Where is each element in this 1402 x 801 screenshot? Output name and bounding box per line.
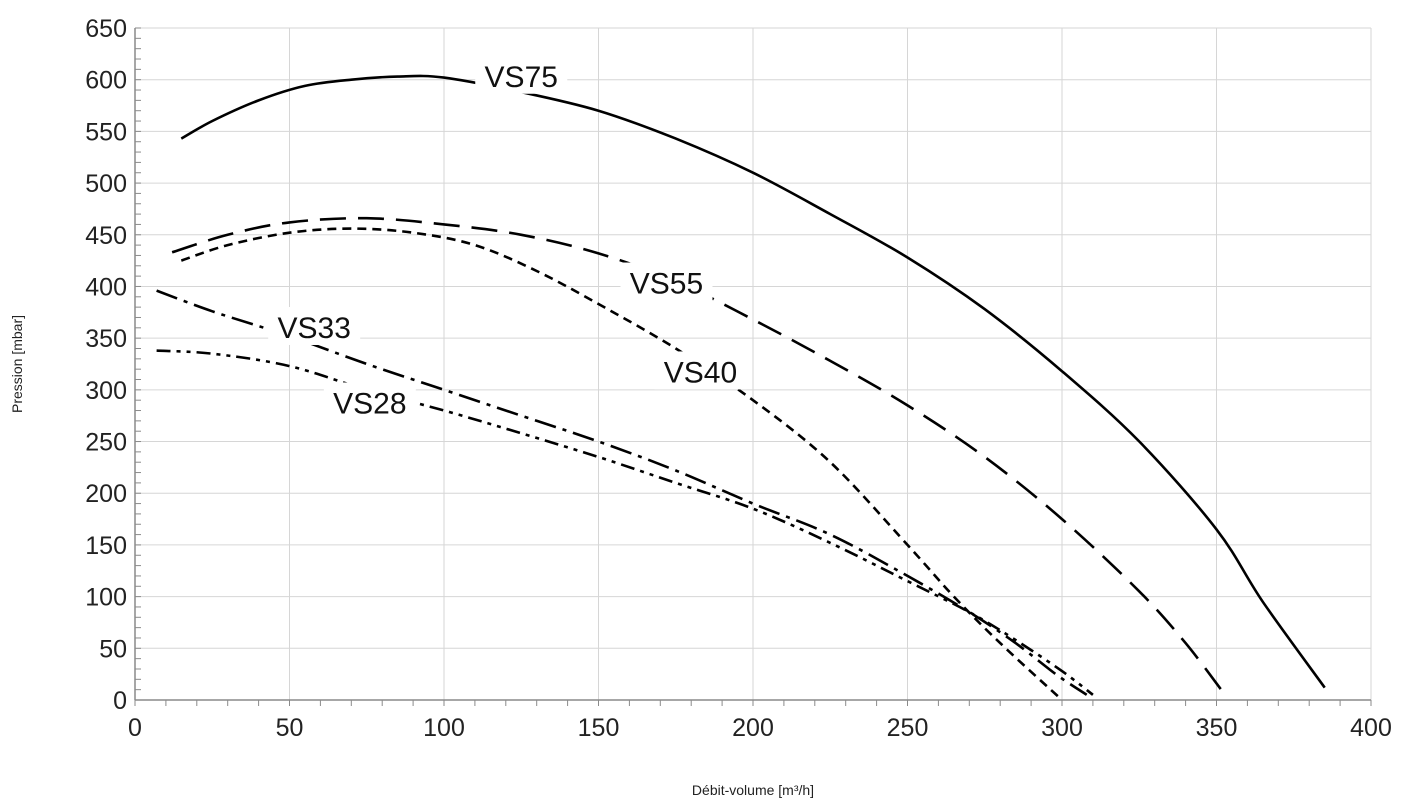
series-vs33-curve [156, 289, 1088, 696]
y-tick-label: 150 [85, 532, 127, 560]
series-vs75-label-bg [475, 55, 568, 94]
series-vs28-label-bg [323, 382, 416, 421]
series-vs40-curve [180, 227, 1063, 701]
y-tick-label: 250 [85, 429, 127, 457]
series-curves [156, 74, 1326, 701]
y-tick-label: 450 [85, 222, 127, 250]
y-tick-label: 350 [85, 325, 127, 353]
y-tick-label: 400 [85, 273, 127, 301]
y-tick-label: 500 [85, 170, 127, 198]
series-vs28-label: VS28 [333, 387, 406, 420]
minor-tick-marks [134, 27, 1372, 706]
series-vs55-label: VS55 [630, 268, 703, 301]
series-vs55-label-bg [620, 262, 713, 301]
y-tick-labels: 0 50 100 150 200 250 300 350 400 450 500 550 600 650 [85, 15, 127, 715]
x-tick-label: 200 [732, 714, 774, 742]
y-tick-label: 100 [85, 584, 127, 612]
series-vs75-label: VS75 [485, 61, 558, 94]
y-tick-label: 0 [113, 687, 127, 715]
y-tick-label: 600 [85, 67, 127, 95]
series-vs40-label: VS40 [664, 356, 737, 389]
series-vs33-label: VS33 [278, 312, 351, 345]
y-tick-label: 300 [85, 377, 127, 405]
x-tick-label: 350 [1196, 714, 1238, 742]
series-vs55-curve [171, 216, 1224, 693]
x-tick-label: 250 [887, 714, 929, 742]
y-tick-label: 50 [99, 635, 127, 663]
series-vs33-label-bg [268, 306, 361, 345]
series-vs40-label-bg [654, 351, 747, 390]
x-tick-label: 100 [423, 714, 465, 742]
gridlines [135, 27, 1372, 700]
series-labels: VS75 VS55 VS40 VS33 VS28 [268, 55, 747, 421]
y-tick-label: 650 [85, 15, 127, 43]
x-tick-label: 400 [1350, 714, 1392, 742]
y-tick-label: 550 [85, 118, 127, 146]
x-axis-title: Débit-volume [m³/h] [692, 782, 814, 798]
y-axis-title: Pression [mbar] [9, 315, 25, 413]
x-tick-label: 0 [128, 714, 142, 742]
y-tick-label: 200 [85, 480, 127, 508]
x-tick-label: 150 [578, 714, 620, 742]
series-vs28-curve [156, 349, 1094, 696]
x-tick-label: 50 [276, 714, 304, 742]
series-vs75-curve [180, 74, 1326, 689]
x-tick-labels: 0 50 100 150 200 250 300 350 400 [128, 714, 1392, 742]
x-tick-label: 300 [1041, 714, 1083, 742]
